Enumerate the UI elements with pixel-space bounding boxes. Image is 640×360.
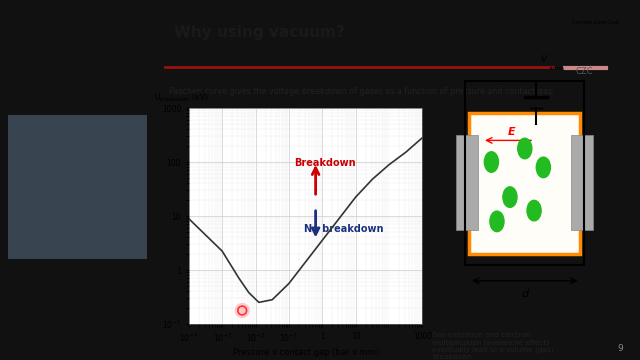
Point: [237, 307, 247, 313]
X-axis label: Pressure x contact gap (bar x mm): Pressure x contact gap (bar x mm): [232, 348, 379, 357]
Text: stress: stress: [548, 66, 564, 71]
Text: E: E: [508, 127, 516, 137]
Text: CZC: CZC: [575, 67, 593, 76]
Text: U$_{breakdown}$ (kV): U$_{breakdown}$ (kV): [154, 92, 209, 104]
Bar: [8, 115, 147, 259]
Text: Gas ionization and electron
multiplication (avalanche effect)
eventually lead to: Gas ionization and electron multiplicati…: [432, 332, 554, 360]
Text: V: V: [540, 55, 547, 64]
Text: d: d: [521, 289, 529, 299]
Text: Paschen curve gives the voltage breakdown of gases as a function of pressure and: Paschen curve gives the voltage breakdow…: [170, 87, 554, 96]
Text: Current Zero Club: Current Zero Club: [572, 20, 619, 25]
Circle shape: [527, 200, 541, 221]
Bar: [456, 135, 479, 230]
Bar: [572, 135, 593, 230]
Circle shape: [536, 157, 550, 177]
Text: 9: 9: [618, 344, 623, 353]
Text: Breakdown: Breakdown: [294, 158, 356, 168]
Circle shape: [490, 211, 504, 232]
Text: Why using vacuum?: Why using vacuum?: [174, 25, 345, 40]
Circle shape: [518, 138, 532, 159]
Text: No breakdown: No breakdown: [304, 225, 383, 234]
Point: [237, 307, 247, 313]
Circle shape: [484, 152, 499, 172]
Circle shape: [503, 187, 517, 207]
FancyBboxPatch shape: [469, 113, 580, 254]
